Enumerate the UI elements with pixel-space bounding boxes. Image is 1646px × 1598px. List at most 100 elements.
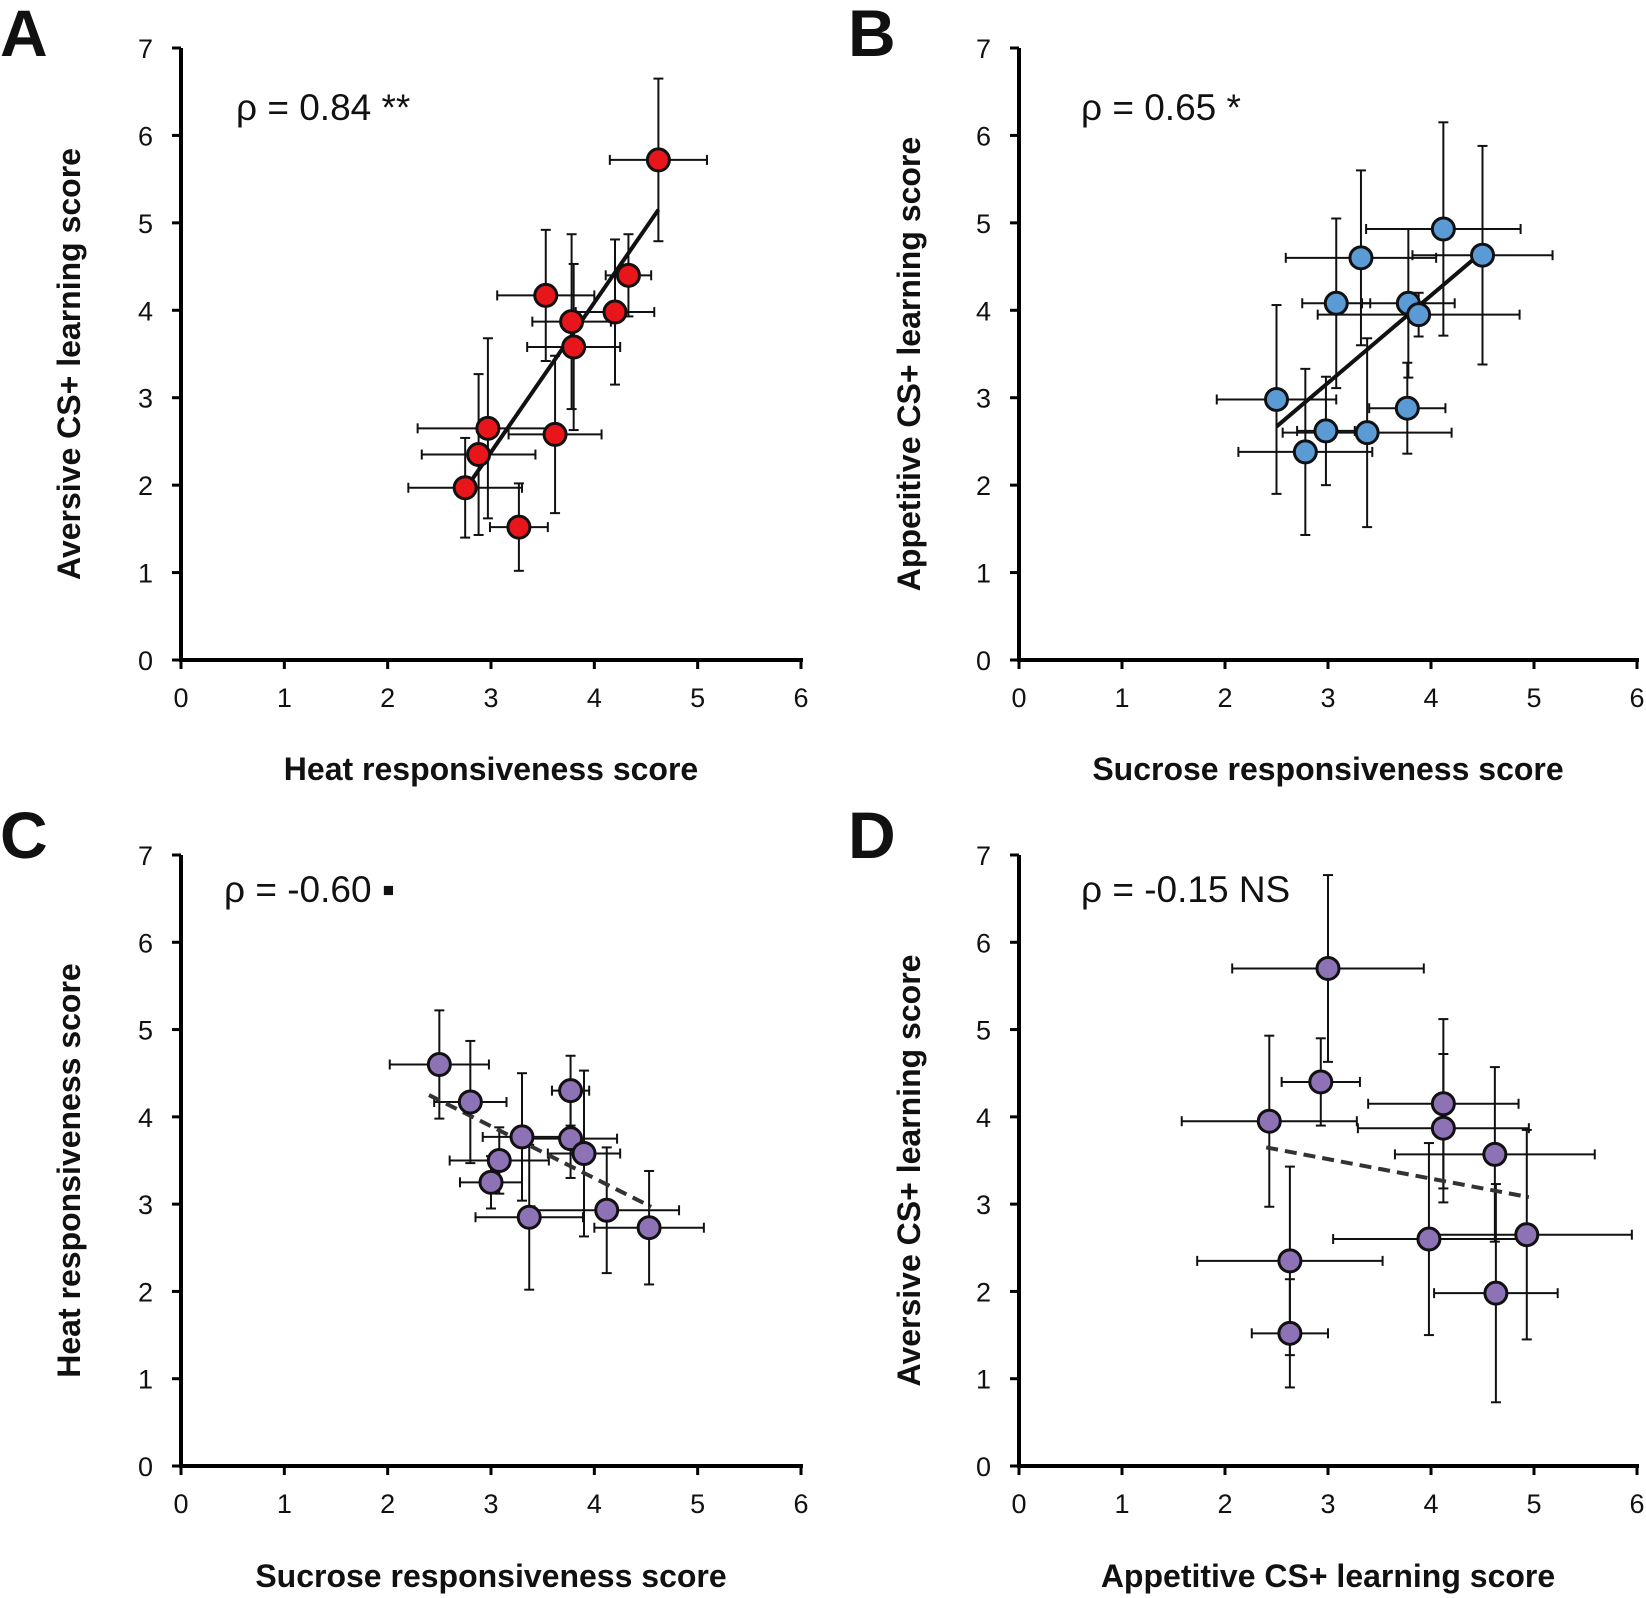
y-tick-label: 4	[138, 1103, 153, 1133]
data-point	[1313, 418, 1339, 444]
data-point	[636, 1215, 662, 1241]
x-tick-label: 5	[1526, 1489, 1541, 1519]
data-point	[571, 1141, 597, 1167]
data-point	[478, 1169, 504, 1195]
data-point	[1430, 216, 1456, 242]
x-tick-label: 6	[793, 1489, 808, 1519]
x-tick-label: 0	[1011, 683, 1026, 713]
x-tick-label: 5	[690, 1489, 705, 1519]
data-point	[1514, 1222, 1540, 1248]
x-tick-label: 5	[1526, 683, 1541, 713]
y-tick-label: 7	[138, 34, 153, 64]
y-tick-label: 6	[976, 928, 991, 958]
y-tick-label: 2	[138, 1277, 153, 1307]
data-point	[1354, 420, 1380, 446]
y-tick-label: 0	[976, 646, 991, 676]
x-tick-label: 5	[690, 683, 705, 713]
x-tick-label: 2	[1217, 683, 1232, 713]
data-point	[1416, 1226, 1442, 1252]
x-tick-label: 6	[1629, 683, 1644, 713]
data-point	[1394, 395, 1420, 421]
data-point	[1256, 1108, 1282, 1134]
data-point	[509, 1124, 535, 1150]
y-axis-title: Appetitive CS+ learning score	[891, 137, 927, 591]
y-tick-label: 3	[976, 1190, 991, 1220]
x-axis-title: Appetitive CS+ learning score	[1101, 1558, 1555, 1594]
x-tick-label: 3	[1320, 1489, 1335, 1519]
data-point	[615, 262, 641, 288]
y-tick-label: 1	[976, 559, 991, 589]
y-tick-label: 1	[138, 1365, 153, 1395]
correlation-annotation: ρ = 0.84 **	[236, 87, 410, 128]
data-point	[457, 1089, 483, 1115]
data-point	[594, 1197, 620, 1223]
y-tick-label: 4	[138, 296, 153, 326]
x-tick-label: 2	[380, 1489, 395, 1519]
data-point	[1483, 1280, 1509, 1306]
x-tick-label: 4	[1423, 683, 1438, 713]
data-point	[1430, 1091, 1456, 1117]
data-point	[558, 1078, 584, 1104]
regression-line	[428, 1093, 653, 1209]
data-point	[561, 334, 587, 360]
y-tick-label: 2	[138, 471, 153, 501]
x-tick-label: 0	[1011, 1489, 1026, 1519]
x-tick-label: 2	[380, 683, 395, 713]
y-axis-title: Aversive CS+ learning score	[891, 955, 927, 1387]
x-tick-label: 0	[173, 1489, 188, 1519]
x-axis-title: Sucrose responsiveness score	[255, 1558, 726, 1594]
regression-line	[1275, 250, 1484, 429]
x-tick-label: 2	[1217, 1489, 1232, 1519]
data-point	[452, 475, 478, 501]
y-axis-title: Heat responsiveness score	[51, 963, 87, 1377]
y-tick-label: 5	[976, 209, 991, 239]
panel-letter: B	[848, 0, 896, 70]
y-tick-label: 7	[976, 34, 991, 64]
x-tick-label: 1	[277, 683, 292, 713]
data-point	[475, 415, 501, 441]
y-tick-label: 5	[138, 1016, 153, 1046]
correlation-annotation: ρ = 0.65 *	[1081, 87, 1241, 128]
x-tick-label: 4	[1423, 1489, 1438, 1519]
data-point	[426, 1051, 452, 1077]
y-tick-label: 2	[976, 471, 991, 501]
data-point	[1277, 1320, 1303, 1346]
y-tick-label: 3	[976, 384, 991, 414]
data-point	[1315, 955, 1341, 981]
x-tick-label: 3	[483, 1489, 498, 1519]
x-tick-label: 1	[1114, 683, 1129, 713]
x-tick-label: 6	[1629, 1489, 1644, 1519]
data-point	[645, 147, 671, 173]
y-tick-label: 0	[138, 646, 153, 676]
panel-a: A 0 1 2 3 4 5 6 0 1 2 3 4 5 6 7 Heat responsiveness scor…	[0, 0, 809, 787]
panel-letter: C	[0, 798, 48, 872]
y-tick-label: 0	[976, 1452, 991, 1482]
y-tick-label: 6	[138, 928, 153, 958]
y-tick-label: 4	[976, 296, 991, 326]
data-point	[559, 309, 585, 335]
y-tick-label: 6	[138, 121, 153, 151]
x-axis-title: Heat responsiveness score	[284, 751, 698, 787]
x-tick-label: 1	[1114, 1489, 1129, 1519]
data-point	[486, 1148, 512, 1173]
regression-line	[1265, 1145, 1530, 1200]
data-point	[542, 421, 568, 447]
x-tick-label: 3	[483, 683, 498, 713]
data-point	[533, 282, 559, 308]
panel-letter: A	[0, 0, 48, 70]
correlation-annotation: ρ = -0.15 NS	[1081, 869, 1290, 910]
data-point	[466, 442, 492, 468]
y-tick-label: 4	[976, 1103, 991, 1133]
y-tick-label: 0	[138, 1452, 153, 1482]
data-point	[1308, 1069, 1334, 1095]
data-point	[1277, 1248, 1303, 1274]
x-tick-label: 6	[793, 683, 808, 713]
x-tick-label: 4	[587, 1489, 602, 1519]
panel-letter: D	[848, 798, 896, 872]
data-point	[1406, 302, 1432, 328]
x-tick-label: 4	[587, 683, 602, 713]
y-tick-label: 6	[976, 121, 991, 151]
data-point	[516, 1204, 542, 1230]
y-tick-label: 1	[138, 559, 153, 589]
